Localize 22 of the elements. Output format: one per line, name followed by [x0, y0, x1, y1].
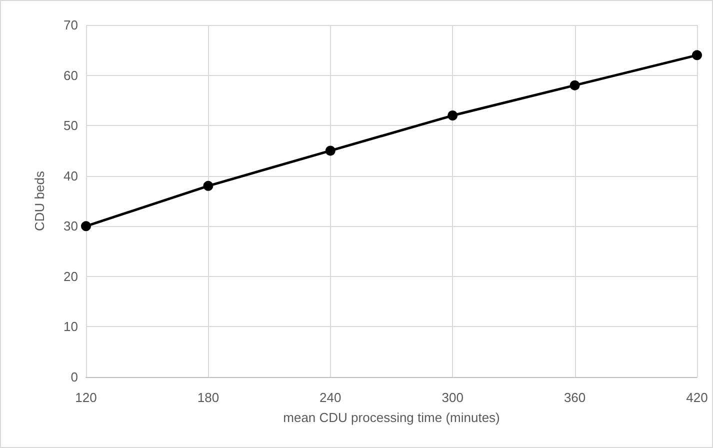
point — [203, 180, 214, 191]
y-axis-title: CDU beds — [32, 170, 47, 231]
y-tick-label: 30 — [64, 218, 78, 234]
point — [325, 146, 336, 156]
y-tick-label: 50 — [64, 118, 78, 134]
y-tick-label: 60 — [64, 68, 78, 83]
point — [81, 221, 91, 232]
x-tick-label: 240 — [320, 390, 342, 405]
point — [692, 50, 702, 60]
y-tick-label: 0 — [70, 370, 78, 384]
y-tick-label: 10 — [64, 319, 78, 334]
y-tick-label: 70 — [64, 18, 78, 32]
x-tick-label: 180 — [197, 390, 220, 405]
y-tick-label: 40 — [64, 168, 78, 184]
x-tick-label: 360 — [564, 390, 586, 405]
x-tick-label: 420 — [686, 390, 708, 405]
x-tick-label: 300 — [442, 390, 464, 405]
y-tick-label: 20 — [64, 268, 78, 284]
x-tick-label: 120 — [75, 390, 97, 405]
x-axis-title: mean CDU processing time (minutes) — [283, 410, 500, 425]
point — [448, 110, 458, 121]
point — [570, 80, 580, 90]
